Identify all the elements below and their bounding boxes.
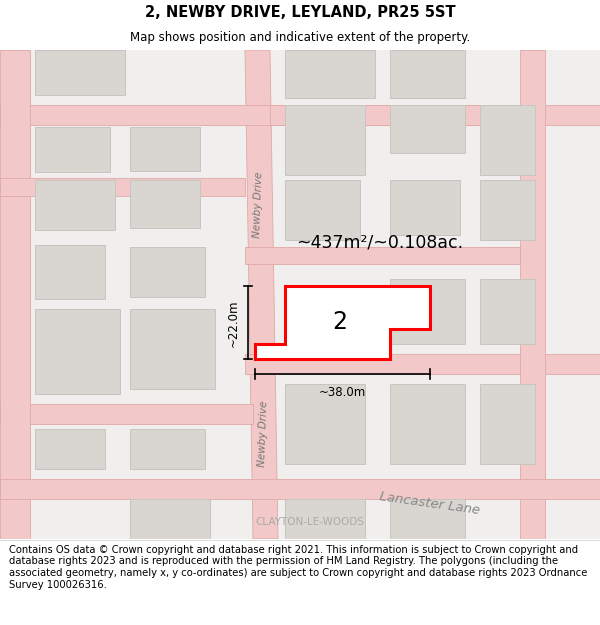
Bar bbox=[35, 179, 115, 229]
Bar bbox=[130, 248, 205, 298]
Polygon shape bbox=[270, 105, 520, 125]
Bar bbox=[285, 384, 365, 464]
Bar bbox=[285, 50, 375, 98]
Bar bbox=[480, 105, 535, 174]
Text: Newby Drive: Newby Drive bbox=[252, 171, 264, 238]
Polygon shape bbox=[245, 50, 278, 539]
Bar bbox=[390, 499, 465, 539]
Bar bbox=[480, 384, 535, 464]
Polygon shape bbox=[0, 479, 600, 499]
Polygon shape bbox=[0, 404, 253, 424]
Text: CLAYTON-LE-WOODS: CLAYTON-LE-WOODS bbox=[256, 517, 365, 527]
Polygon shape bbox=[255, 286, 430, 359]
Bar bbox=[130, 127, 200, 171]
Polygon shape bbox=[520, 50, 545, 539]
Bar bbox=[285, 499, 365, 539]
Bar bbox=[285, 105, 365, 174]
Bar bbox=[35, 309, 120, 394]
Text: Map shows position and indicative extent of the property.: Map shows position and indicative extent… bbox=[130, 31, 470, 44]
Bar bbox=[390, 105, 465, 152]
Bar bbox=[130, 309, 215, 389]
Text: Newby Drive: Newby Drive bbox=[257, 401, 269, 468]
Bar bbox=[130, 179, 200, 228]
Polygon shape bbox=[245, 354, 600, 374]
Bar bbox=[35, 127, 110, 172]
Text: 2: 2 bbox=[332, 310, 347, 334]
Bar bbox=[390, 279, 465, 344]
Bar bbox=[35, 244, 105, 299]
Bar bbox=[130, 429, 205, 469]
Bar bbox=[35, 50, 125, 95]
Bar bbox=[480, 279, 535, 344]
Text: Lancaster Lane: Lancaster Lane bbox=[379, 491, 481, 518]
Bar bbox=[130, 499, 210, 539]
Text: ~22.0m: ~22.0m bbox=[227, 299, 240, 346]
Polygon shape bbox=[0, 105, 600, 125]
Text: 2, NEWBY DRIVE, LEYLAND, PR25 5ST: 2, NEWBY DRIVE, LEYLAND, PR25 5ST bbox=[145, 5, 455, 20]
Text: ~38.0m: ~38.0m bbox=[319, 386, 366, 399]
Polygon shape bbox=[245, 248, 520, 264]
Bar bbox=[285, 179, 360, 239]
Text: ~437m²/~0.108ac.: ~437m²/~0.108ac. bbox=[296, 234, 464, 251]
Bar bbox=[390, 384, 465, 464]
Bar bbox=[390, 179, 460, 234]
Bar bbox=[390, 50, 465, 98]
Polygon shape bbox=[0, 177, 245, 196]
Polygon shape bbox=[0, 50, 30, 539]
Bar bbox=[35, 429, 105, 469]
Text: Contains OS data © Crown copyright and database right 2021. This information is : Contains OS data © Crown copyright and d… bbox=[9, 545, 587, 589]
Bar bbox=[480, 179, 535, 239]
